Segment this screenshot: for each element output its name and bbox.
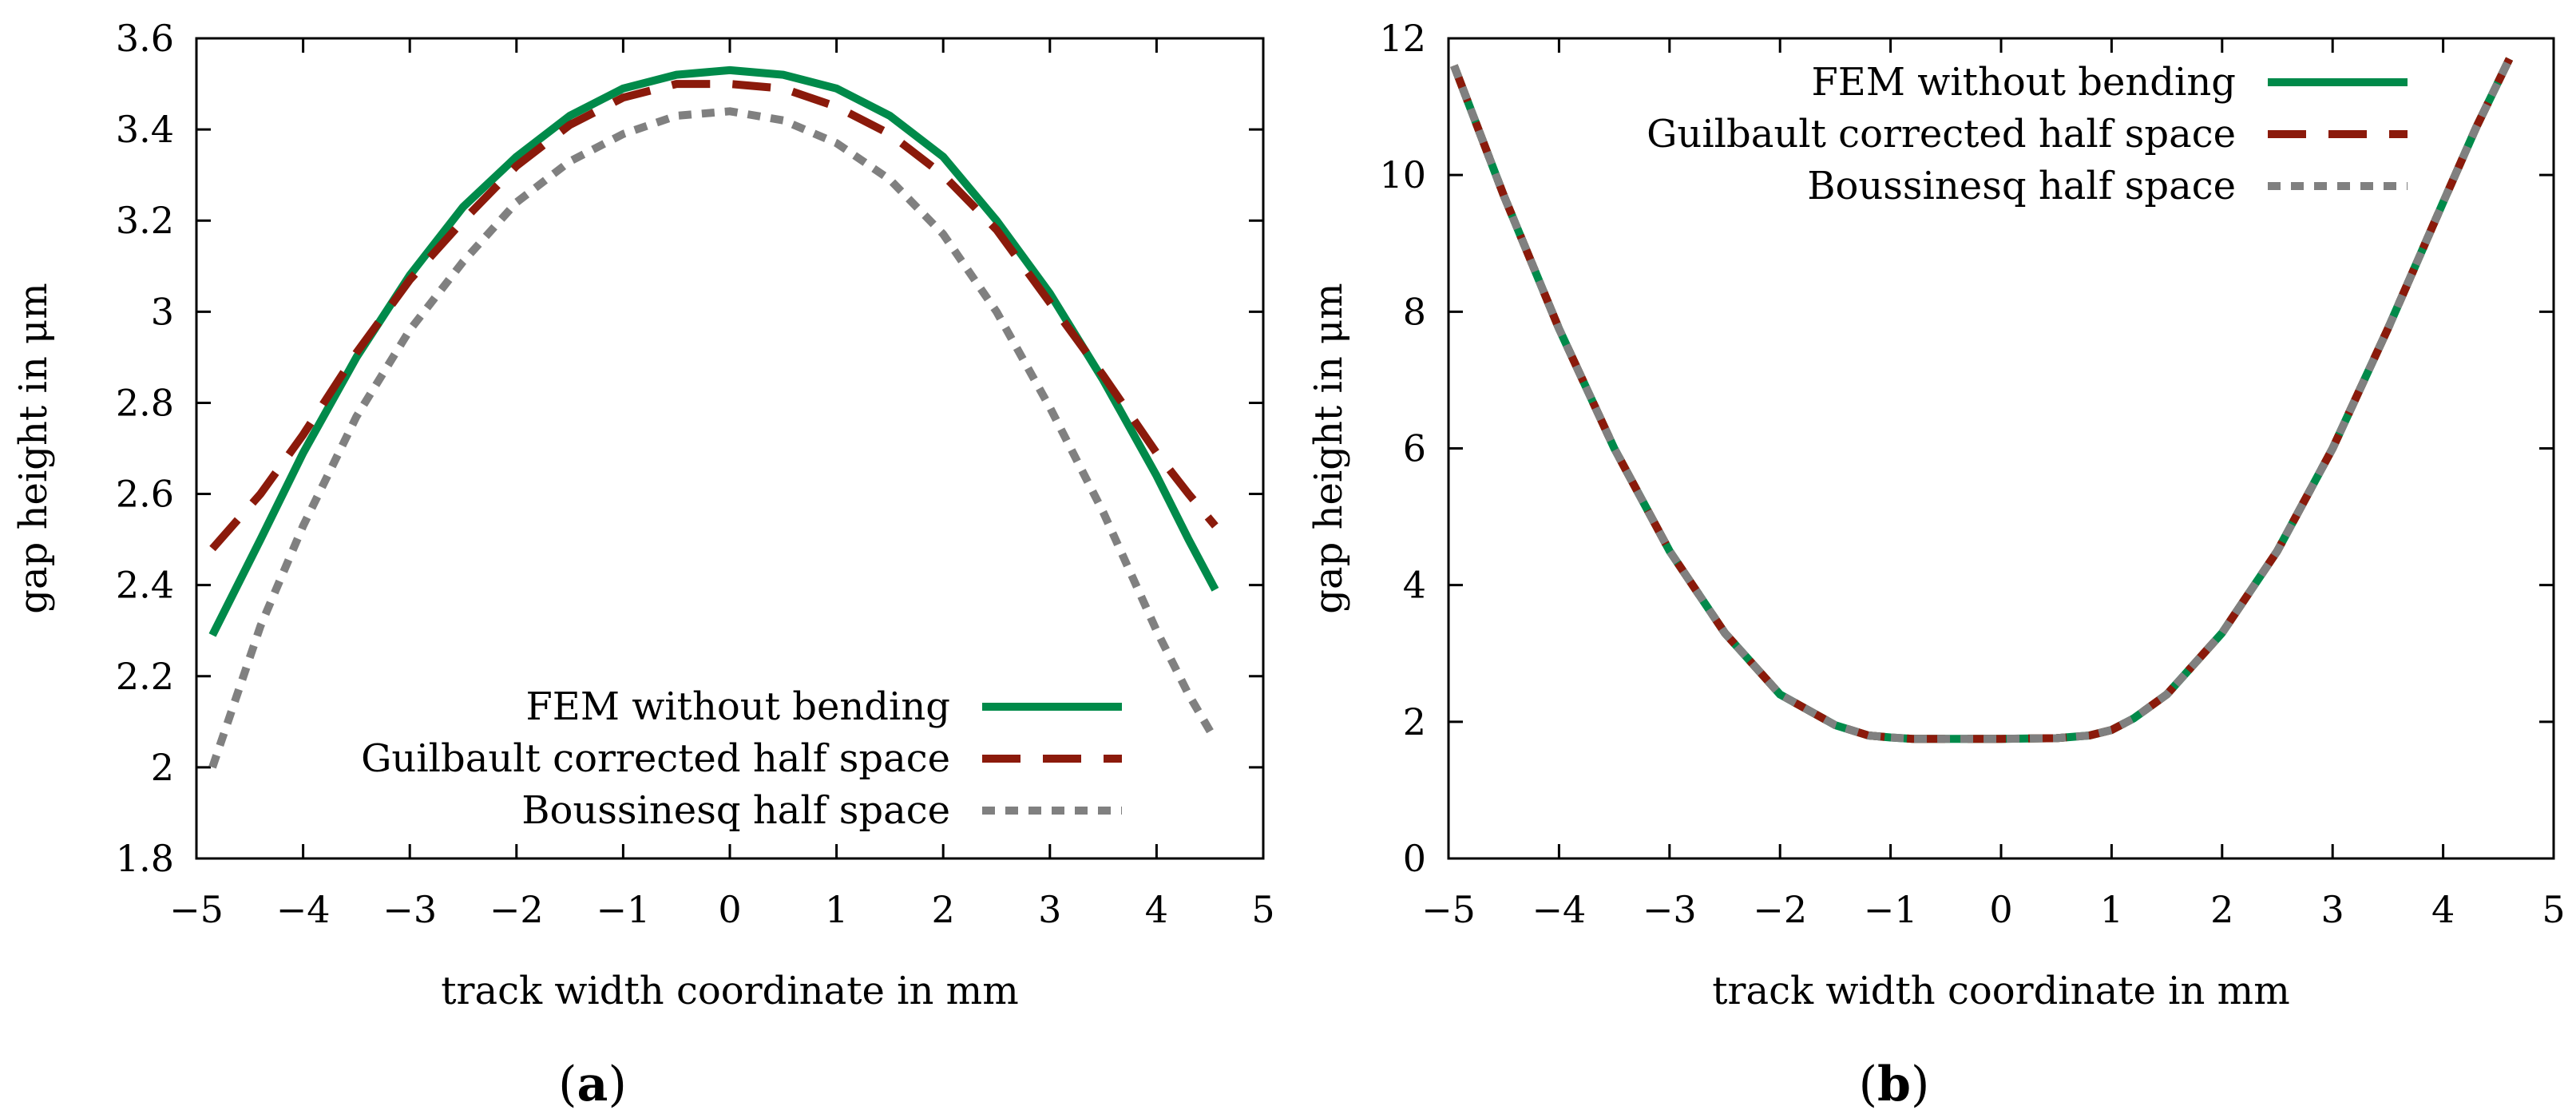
- y-tick-label: 2.4: [116, 564, 174, 607]
- y-tick-label: 8: [1403, 290, 1426, 333]
- x-tick-label: 5: [2542, 888, 2565, 931]
- legend-label: Boussinesq half space: [521, 788, 950, 833]
- legend-label: FEM without bending: [1811, 60, 2236, 105]
- x-tick-label: 4: [1145, 888, 1168, 931]
- x-tick-label: 2: [2210, 888, 2233, 931]
- x-tick-label: −5: [169, 888, 224, 931]
- legend-label: Boussinesq half space: [1807, 164, 2236, 208]
- caption-a: (a): [558, 1057, 627, 1112]
- x-tick-label: 1: [2100, 888, 2123, 931]
- y-tick-label: 6: [1403, 427, 1426, 470]
- y-tick-label: 1.8: [116, 837, 174, 880]
- x-tick-label: 3: [1038, 888, 1061, 931]
- y-tick-label: 2.2: [116, 655, 174, 698]
- caption-b: (b): [1859, 1057, 1930, 1112]
- x-tick-label: 4: [2431, 888, 2455, 931]
- y-tick-label: 3: [151, 290, 174, 333]
- x-axis-label: track width coordinate in mm: [441, 969, 1018, 1013]
- x-tick-label: −2: [489, 888, 544, 931]
- x-tick-label: −3: [1643, 888, 1697, 931]
- x-tick-label: 0: [1989, 888, 2012, 931]
- y-tick-label: 0: [1403, 837, 1426, 880]
- x-tick-label: −5: [1421, 888, 1476, 931]
- legend-label: Guilbault corrected half space: [361, 736, 950, 781]
- x-tick-label: 1: [825, 888, 848, 931]
- caption-b-close: ): [1911, 1057, 1929, 1112]
- y-tick-label: 2: [1403, 700, 1426, 743]
- x-tick-label: −1: [1864, 888, 1918, 931]
- y-tick-label: 3.6: [116, 17, 174, 60]
- x-tick-label: 5: [1251, 888, 1274, 931]
- series-line-boussinesq: [208, 107, 1219, 769]
- series-line-boussinesq: [1450, 57, 2514, 743]
- x-tick-label: −4: [276, 888, 331, 931]
- x-axis-label: track width coordinate in mm: [1712, 969, 2289, 1013]
- y-tick-label: 12: [1379, 17, 1426, 60]
- x-tick-label: 3: [2321, 888, 2344, 931]
- caption-a-open: (: [558, 1057, 577, 1112]
- x-tick-label: 2: [932, 888, 955, 931]
- series-line-guilbault: [209, 80, 1219, 552]
- y-tick-label: 3.4: [116, 108, 174, 151]
- x-tick-label: −4: [1532, 888, 1586, 931]
- x-tick-label: −3: [382, 888, 437, 931]
- x-tick-label: −1: [596, 888, 650, 931]
- y-axis-label: gap height in μm: [1306, 283, 1351, 613]
- caption-a-close: ): [608, 1057, 626, 1112]
- x-tick-label: −2: [1753, 888, 1807, 931]
- chart-a: −5 −4 −3 −2 −1 0 1 2 3 4 5 1.8 2 2.2 2.4 2.6 2.8 3 3.2 3.4 3…: [11, 17, 1275, 1013]
- y-tick-label: 10: [1379, 153, 1426, 196]
- y-tick-label: 4: [1403, 564, 1426, 607]
- caption-b-letter: b: [1877, 1057, 1911, 1112]
- legend-label: FEM without bending: [525, 684, 950, 729]
- y-tick-label: 3.2: [116, 199, 174, 242]
- y-tick-label: 2.8: [116, 381, 174, 424]
- x-tick-label: 0: [718, 888, 741, 931]
- y-axis-label: gap height in μm: [11, 283, 56, 613]
- caption-b-open: (: [1859, 1057, 1877, 1112]
- y-tick-label: 2: [151, 746, 174, 789]
- caption-a-letter: a: [577, 1057, 608, 1112]
- legend-label: Guilbault corrected half space: [1647, 112, 2236, 157]
- y-tick-label: 2.6: [116, 473, 174, 516]
